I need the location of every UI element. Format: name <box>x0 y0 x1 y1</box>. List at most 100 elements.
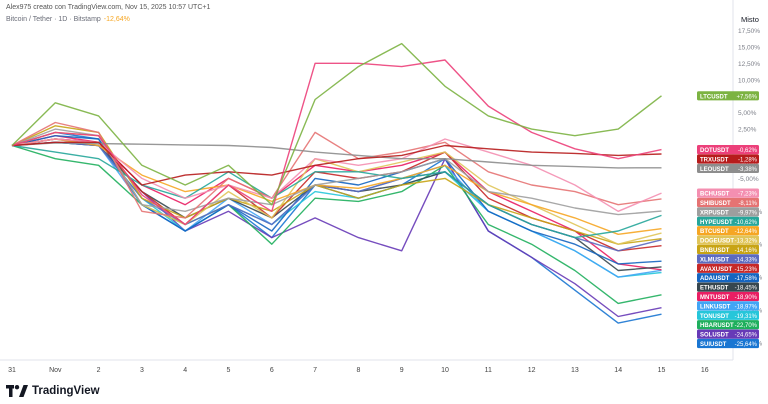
price-label-box-adausdt <box>697 273 759 283</box>
price-label-xlmusdt: XLMUSDT -14,33% <box>697 254 759 264</box>
price-label-value-suiusdt: -25,64% <box>735 342 758 348</box>
x-tick-3: 3 <box>140 367 144 374</box>
series-line-shibusdt <box>11 121 662 219</box>
price-label-dogeusdt: DOGEUSDT -13,32% <box>697 235 759 245</box>
x-tick-11: 11 <box>485 367 492 374</box>
series-line-hbarusdt <box>11 144 662 305</box>
price-label-symbol-ethusdt: ETHUSDT <box>700 286 729 292</box>
price-label-shibusdt: SHIBUSDT -8,11% <box>697 197 759 208</box>
price-label-value-solusdt: -24,65% <box>735 333 758 339</box>
price-label-box-bchusdt <box>697 188 759 198</box>
price-label-box-trxusdt <box>697 154 759 164</box>
x-tick-9: 9 <box>400 367 404 374</box>
price-label-value-adausdt: -17,58% <box>735 276 758 282</box>
tradingview-logo-icon <box>6 385 28 397</box>
price-label-box-hypeusdt <box>697 216 759 226</box>
price-label-symbol-leousdt: LEOUSDT <box>700 167 729 173</box>
price-label-suiusdt: SUIUSDT -25,64% <box>697 338 759 349</box>
price-label-bchusdt: BCHUSDT -7,23% <box>697 188 759 198</box>
price-label-btcusdt: BTCUSDT -12,64% <box>697 226 759 236</box>
price-label-value-avaxusdt: -15,23% <box>735 267 758 273</box>
x-tick-6: 6 <box>270 367 274 374</box>
price-label-value-hypeusdt: -10,62% <box>735 220 758 226</box>
symbol-name: Bitcoin / Tether · 1D · Bitstamp <box>6 16 101 23</box>
price-label-box-mntusdt <box>697 291 759 302</box>
price-label-box-xrpusdt <box>697 207 759 217</box>
price-label-value-linkusdt: -18,97% <box>735 304 758 310</box>
price-label-trxusdt: TRXUSDT -1,28% <box>697 154 759 164</box>
price-label-avaxusdt: AVAXUSDT -15,23% <box>697 263 759 273</box>
y-tick-17-50-: 17,50% <box>738 28 760 35</box>
price-label-value-leousdt: -3,38% <box>738 167 758 173</box>
price-label-box-bnbusdt <box>697 244 759 255</box>
x-tick-12: 12 <box>528 367 536 374</box>
x-tick-31: 31 <box>8 367 16 374</box>
price-label-symbol-hbarusdt: HBARUSDT <box>700 323 734 329</box>
y-tick-12-50-: 12,50% <box>738 61 760 68</box>
price-label-value-tonusdt: -19,31% <box>735 314 758 320</box>
price-label-box-btcusdt <box>697 226 759 236</box>
price-label-symbol-linkusdt: LINKUSDT <box>700 304 731 310</box>
price-label-value-bnbusdt: -14,16% <box>735 248 758 254</box>
price-label-symbol-xlmusdt: XLMUSDT <box>700 257 729 263</box>
price-label-hbarusdt: HBARUSDT -22,70% <box>697 320 759 330</box>
price-label-value-btcusdt: -12,64% <box>735 229 758 235</box>
price-label-symbol-dogeusdt: DOGEUSDT <box>700 239 734 245</box>
price-label-value-hbarusdt: -22,70% <box>735 323 758 329</box>
price-label-symbol-mntusdt: MNTUSDT <box>700 295 730 301</box>
y-tick-5-00-: 5,00% <box>738 110 757 117</box>
price-label-box-dotusdt <box>697 145 759 155</box>
price-label-symbol-hypeusdt: HYPEUSDT <box>700 220 733 226</box>
price-label-symbol-solusdt: SOLUSDT <box>700 333 729 339</box>
price-label-symbol-xrpusdt: XRPUSDT <box>700 210 729 216</box>
x-tick-nov: Nov <box>49 367 62 374</box>
x-tick-13: 13 <box>571 367 579 374</box>
price-label-box-ethusdt <box>697 282 759 292</box>
price-label-dotusdt: DOTUSDT -0,62% <box>697 145 759 155</box>
price-label-bnbusdt: BNBUSDT -14,16% <box>697 244 759 255</box>
price-label-box-linkusdt <box>697 301 759 311</box>
x-tick-7: 7 <box>313 367 317 374</box>
price-label-box-avaxusdt <box>697 263 759 273</box>
price-label-symbol-dotusdt: DOTUSDT <box>700 148 729 154</box>
price-label-box-tonusdt <box>697 310 759 320</box>
symbol-change: -12,64% <box>103 16 130 23</box>
price-label-value-xrpusdt: -9,97% <box>738 210 758 216</box>
price-label-symbol-ltcusdt: LTCUSDT <box>700 94 728 100</box>
price-label-value-dotusdt: -0,62% <box>738 148 758 154</box>
y-tick-10-00-: 10,00% <box>738 77 760 84</box>
price-label-xrpusdt: XRPUSDT -9,97% <box>697 207 759 217</box>
x-tick-4: 4 <box>183 367 187 374</box>
price-label-symbol-btcusdt: BTCUSDT <box>700 229 729 235</box>
series-line-dotusdt <box>11 59 662 226</box>
price-label-symbol-trxusdt: TRXUSDT <box>700 158 729 164</box>
chart-caption: Alex975 creato con TradingView.com, Nov … <box>6 4 211 11</box>
price-label-mntusdt: MNTUSDT -18,90% <box>697 291 759 302</box>
price-label-value-mntusdt: -18,90% <box>735 295 758 301</box>
symbol-legend[interactable]: Bitcoin / Tether · 1D · Bitstamp -12,64% <box>6 16 130 23</box>
price-label-hypeusdt: HYPEUSDT -10,62% <box>697 216 759 226</box>
y-tick-2-50-: 2,50% <box>738 127 757 134</box>
price-label-value-ethusdt: -18,45% <box>735 286 758 292</box>
price-label-value-shibusdt: -8,11% <box>738 201 757 207</box>
x-tick-8: 8 <box>356 367 360 374</box>
tradingview-logo-text: TradingView <box>32 385 100 397</box>
series-line-leousdt <box>11 142 662 169</box>
x-tick-14: 14 <box>614 367 622 374</box>
price-label-leousdt: LEOUSDT -3,38% <box>697 163 759 174</box>
x-tick-16: 16 <box>701 367 709 374</box>
price-label-value-trxusdt: -1,28% <box>738 158 758 164</box>
price-label-tonusdt: TONUSDT -19,31% <box>697 310 759 320</box>
price-label-solusdt: SOLUSDT -24,65% <box>697 329 759 339</box>
price-label-symbol-suiusdt: SUIUSDT <box>700 342 727 348</box>
price-label-box-hbarusdt <box>697 320 759 330</box>
price-label-adausdt: ADAUSDT -17,58% <box>697 273 759 283</box>
x-tick-2: 2 <box>97 367 101 374</box>
price-label-ethusdt: ETHUSDT -18,45% <box>697 282 759 292</box>
price-label-symbol-bnbusdt: BNBUSDT <box>700 248 730 254</box>
scale-mode-label[interactable]: Misto <box>741 15 759 24</box>
price-label-symbol-tonusdt: TONUSDT <box>700 314 729 320</box>
price-label-box-xlmusdt <box>697 254 759 264</box>
tradingview-logo[interactable]: TradingView <box>6 383 100 399</box>
